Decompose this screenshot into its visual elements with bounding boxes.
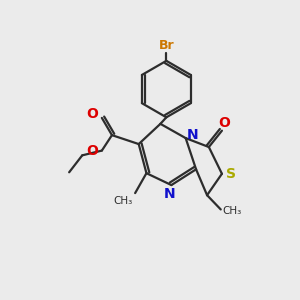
Text: S: S [226, 167, 236, 182]
Text: O: O [218, 116, 230, 130]
Text: N: N [186, 128, 198, 142]
Text: CH₃: CH₃ [114, 196, 133, 206]
Text: Br: Br [158, 39, 174, 52]
Text: N: N [164, 187, 176, 201]
Text: O: O [86, 144, 98, 158]
Text: O: O [86, 107, 98, 121]
Text: CH₃: CH₃ [222, 206, 242, 216]
